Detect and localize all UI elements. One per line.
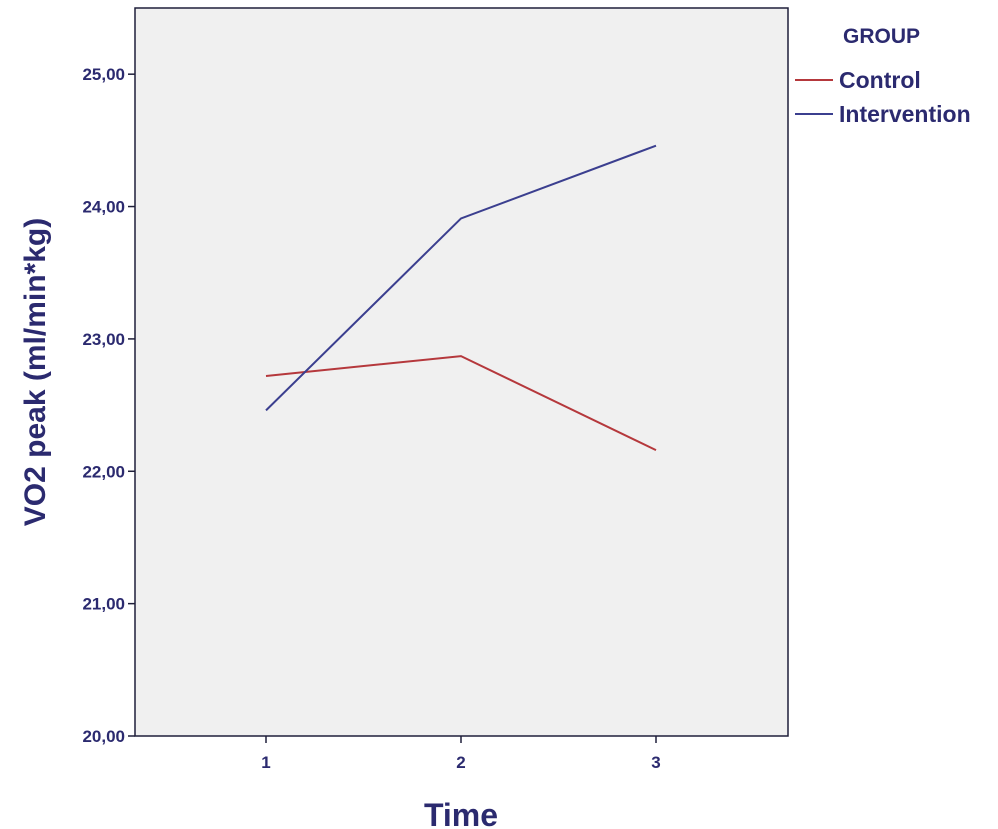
series-line-intervention <box>265 144 657 412</box>
y-tick-label: 20,00 <box>82 727 125 746</box>
y-tick-label: 25,00 <box>82 65 125 84</box>
legend-label-control: Control <box>839 67 921 93</box>
plot-area <box>135 8 788 736</box>
x-axis: 1 2 3 <box>261 736 661 772</box>
series-layer <box>265 144 657 451</box>
legend-label-intervention: Intervention <box>839 101 971 127</box>
legend-title: GROUP <box>843 25 920 48</box>
y-tick-label: 23,00 <box>82 330 125 349</box>
y-tick-label: 24,00 <box>82 198 125 217</box>
plot-frame <box>134 7 789 737</box>
x-tick-label: 1 <box>261 753 270 772</box>
y-tick-label: 22,00 <box>82 462 125 481</box>
y-axis: 20,00 21,00 22,00 23,00 24,00 25,00 <box>82 65 135 746</box>
x-tick-label: 2 <box>456 753 465 772</box>
y-tick-label: 21,00 <box>82 595 125 614</box>
x-tick-label: 3 <box>651 753 660 772</box>
legend: GROUP Control Intervention <box>795 25 971 127</box>
series-line-control <box>265 355 657 451</box>
y-axis-title: VO2 peak (ml/min*kg) <box>19 218 52 526</box>
x-axis-title: Time <box>424 797 498 829</box>
